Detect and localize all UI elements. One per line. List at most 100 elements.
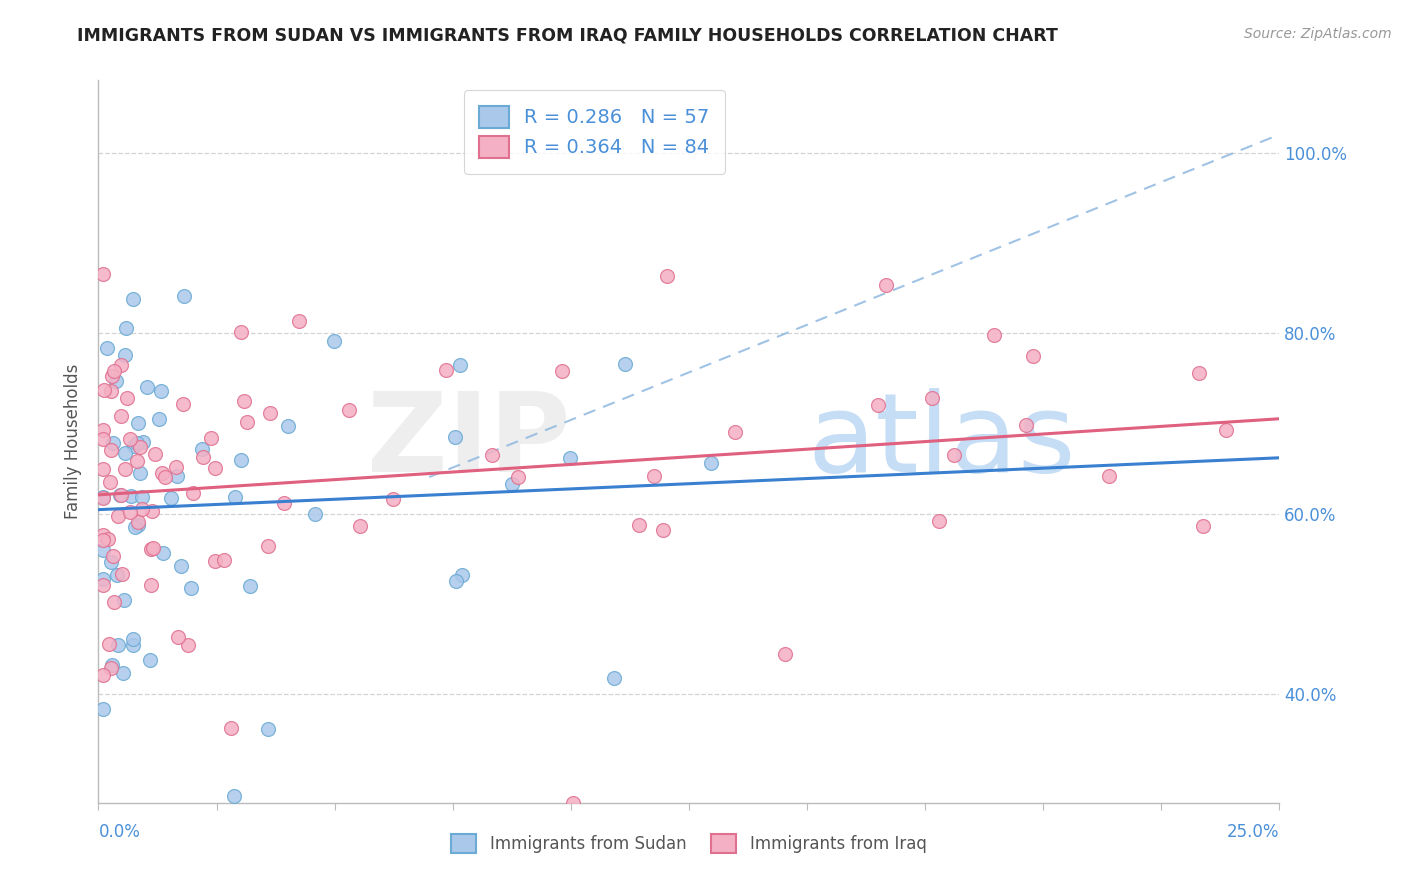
Point (135, 379, 157, 393)
Point (101, 658, 124, 673)
Point (122, 439, 145, 453)
Point (724, 425, 747, 439)
Point (773, 647, 796, 661)
Point (153, 470, 176, 484)
Point (1191, 518, 1213, 533)
Point (224, 491, 246, 505)
Point (98, 475, 121, 490)
Point (132, 434, 155, 449)
Y-axis label: Family Households: Family Households (65, 364, 83, 519)
Point (91, 267, 114, 281)
Point (127, 515, 149, 529)
Point (204, 554, 226, 568)
Point (114, 461, 136, 475)
Point (481, 448, 503, 462)
Point (143, 447, 166, 461)
Text: atlas: atlas (807, 388, 1076, 495)
Point (121, 292, 143, 306)
Point (170, 558, 193, 573)
Point (643, 469, 665, 483)
Point (139, 652, 162, 666)
Point (277, 419, 299, 434)
Point (103, 364, 125, 378)
Point (150, 466, 173, 480)
Point (443, 430, 465, 444)
Point (233, 393, 256, 408)
Point (110, 358, 132, 372)
Point (181, 485, 204, 500)
Text: 0.0%: 0.0% (98, 822, 141, 840)
Point (125, 454, 148, 468)
Point (1022, 349, 1045, 363)
Point (166, 469, 188, 483)
Point (508, 469, 530, 483)
Point (200, 431, 222, 445)
Point (120, 433, 142, 447)
Point (444, 574, 467, 588)
Point (655, 269, 678, 284)
Point (224, 789, 246, 803)
Point (304, 507, 326, 521)
Point (97, 637, 120, 651)
Point (152, 546, 174, 560)
Point (91, 533, 114, 547)
Point (110, 409, 132, 423)
Point (191, 450, 214, 464)
Point (382, 491, 405, 506)
Point (107, 638, 129, 652)
Point (91, 461, 114, 475)
Point (122, 632, 145, 647)
Point (219, 721, 242, 735)
Point (91, 578, 114, 592)
Point (561, 796, 583, 810)
Point (148, 412, 170, 426)
Point (190, 442, 212, 456)
Point (166, 630, 188, 644)
Point (115, 392, 138, 406)
Point (204, 460, 226, 475)
Point (287, 314, 309, 328)
Point (139, 578, 162, 592)
Point (349, 518, 371, 533)
Point (103, 594, 125, 608)
Point (259, 406, 281, 420)
Point (107, 508, 129, 523)
Point (129, 467, 152, 481)
Point (112, 666, 135, 681)
Point (160, 491, 183, 506)
Point (91, 572, 114, 586)
Point (91, 701, 114, 715)
Point (322, 334, 344, 348)
Point (700, 456, 723, 470)
Point (501, 476, 523, 491)
Text: IMMIGRANTS FROM SUDAN VS IMMIGRANTS FROM IRAQ FAMILY HOUSEHOLDS CORRELATION CHAR: IMMIGRANTS FROM SUDAN VS IMMIGRANTS FROM… (77, 27, 1059, 45)
Point (100, 555, 122, 569)
Point (91, 668, 114, 682)
Point (550, 364, 572, 378)
Point (1098, 469, 1121, 483)
Point (273, 496, 295, 510)
Point (110, 488, 132, 502)
Point (91, 528, 114, 542)
Point (229, 453, 252, 467)
Point (91, 424, 114, 438)
Point (212, 553, 235, 567)
Text: ZIP: ZIP (367, 388, 571, 495)
Point (337, 403, 360, 417)
Point (139, 541, 162, 556)
Point (928, 515, 950, 529)
Point (100, 442, 122, 457)
Point (875, 277, 897, 292)
Point (239, 578, 262, 592)
Point (628, 518, 651, 533)
Point (558, 450, 581, 465)
Point (229, 326, 252, 340)
Point (127, 416, 149, 430)
Point (450, 568, 472, 582)
Point (105, 568, 128, 582)
Point (96, 341, 118, 355)
Point (257, 539, 280, 553)
Point (91, 543, 114, 558)
Point (100, 384, 122, 399)
Point (449, 358, 471, 372)
